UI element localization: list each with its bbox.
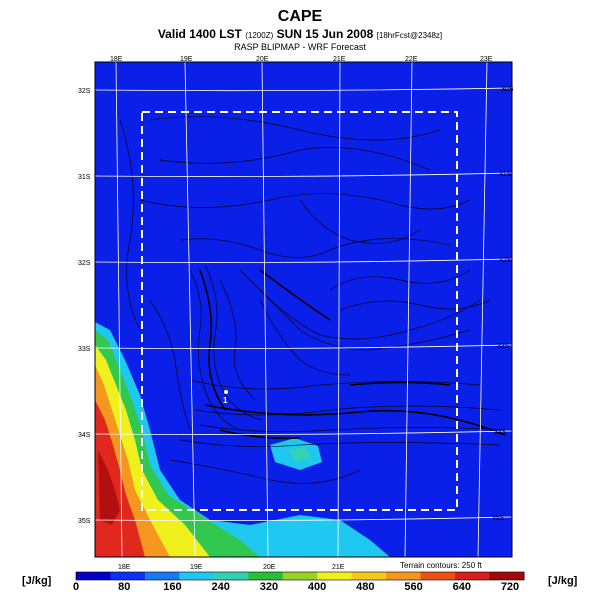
terrain-contours-heavy bbox=[199, 269, 506, 440]
lat-label-right-2: 32S bbox=[499, 257, 512, 264]
terrain-note: Terrain contours: 250 ft bbox=[400, 561, 483, 570]
lon-label-top-0: 18E bbox=[110, 56, 123, 63]
valid-time-line: Valid 1400 LST (1200Z) SUN 15 Jun 2008 [… bbox=[0, 27, 600, 41]
site-marker bbox=[224, 390, 228, 394]
lat-label-left-1: 31S bbox=[78, 174, 91, 181]
chart-title: CAPE bbox=[277, 8, 323, 25]
lat-label-right-5: 35S bbox=[492, 515, 505, 522]
lon-label-bottom-1: 19E bbox=[190, 564, 203, 571]
valid-prefix: Valid 1400 LST bbox=[157, 27, 242, 41]
lat-label-right-3: 33S bbox=[497, 343, 510, 350]
lat-label-left-2: 32S bbox=[78, 260, 91, 267]
legend-unit-right: [J/kg] bbox=[548, 575, 578, 587]
lat-label-right-4: 34S bbox=[494, 429, 507, 436]
map-background bbox=[95, 62, 512, 557]
lat-label-left-4: 34S bbox=[78, 432, 91, 439]
lon-label-top-3: 21E bbox=[333, 56, 346, 63]
lat-label-right-1: 31S bbox=[499, 171, 512, 178]
valid-date: SUN 15 Jun 2008 bbox=[276, 27, 374, 41]
site-marker-label: 1 bbox=[223, 396, 228, 405]
lat-label-left-5: 35S bbox=[78, 518, 91, 525]
legend-unit-left: [J/kg] bbox=[22, 575, 52, 587]
lat-label-left-0: 32S bbox=[78, 88, 91, 95]
lon-label-top-1: 19E bbox=[180, 56, 193, 63]
lon-label-top-2: 20E bbox=[256, 56, 269, 63]
forecast-tag: [18hrFcst@2348z] bbox=[376, 31, 443, 40]
valid-utc: (1200Z) bbox=[245, 31, 274, 40]
graticule bbox=[95, 62, 512, 557]
cape-field-darkred bbox=[98, 450, 120, 525]
domain-frame bbox=[141, 111, 458, 511]
lon-label-top-4: 22E bbox=[405, 56, 418, 63]
lat-label-right-0: 30S bbox=[501, 86, 514, 93]
model-line: RASP BLIPMAP - WRF Forecast bbox=[234, 42, 366, 52]
cape-field-patch-inner bbox=[288, 447, 312, 462]
lon-label-top-5: 23E bbox=[480, 56, 493, 63]
lon-label-bottom-0: 18E bbox=[118, 564, 131, 571]
lat-label-left-3: 33S bbox=[78, 346, 91, 353]
lon-label-bottom-3: 21E bbox=[332, 564, 345, 571]
lon-label-bottom-2: 20E bbox=[263, 564, 276, 571]
